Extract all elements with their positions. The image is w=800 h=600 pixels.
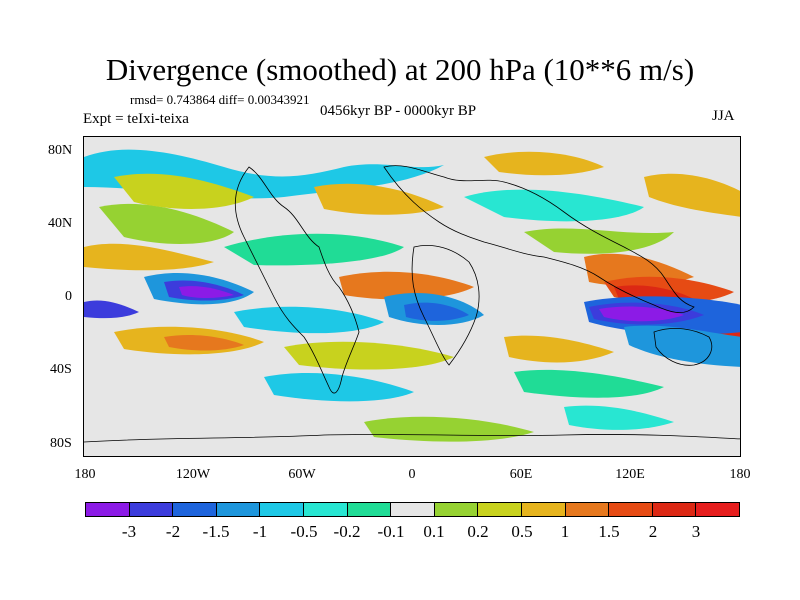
y-tick-label: 0 <box>65 289 72 304</box>
colorbar-swatch <box>173 503 217 516</box>
colorbar-swatch <box>478 503 522 516</box>
x-tick-label: 60W <box>288 467 316 482</box>
colorbar-swatch <box>260 503 304 516</box>
colorbar-swatch <box>216 503 261 516</box>
colorbar-swatch <box>303 503 348 516</box>
colorbar-swatch <box>347 503 392 516</box>
colorbar-label: 1 <box>560 522 570 541</box>
colorbar-label: -1.5 <box>202 522 230 541</box>
y-tick-label: 80S <box>50 436 72 451</box>
colorbar-label: -2 <box>165 522 181 541</box>
rmsd-diff-stats: rmsd= 0.743864 diff= 0.00343921 <box>130 92 310 107</box>
x-tick-label: 120W <box>175 467 211 482</box>
coastline-layer <box>84 165 740 443</box>
colorbar-swatch <box>609 503 653 516</box>
colorbar-swatch <box>696 503 739 516</box>
colorbar-swatch <box>521 503 566 516</box>
map-panel <box>83 136 741 457</box>
y-tick-label: 40S <box>50 362 72 377</box>
colorbar-label: -0.1 <box>377 522 405 541</box>
colorbar-label: -0.5 <box>290 522 318 541</box>
colorbar-label: 0.1 <box>423 522 445 541</box>
x-tick-label: 120E <box>615 467 645 482</box>
colorbar-swatch <box>129 503 174 516</box>
x-tick-label: 0 <box>408 467 416 482</box>
colorbar-swatch <box>565 503 610 516</box>
colorbar-swatch <box>391 503 435 516</box>
colorbar-label: 0.2 <box>467 522 489 541</box>
colorbar-swatch <box>86 503 130 516</box>
colorbar-label: 2 <box>648 522 658 541</box>
y-tick-label: 40N <box>48 216 73 231</box>
colorbar-label: -1 <box>252 522 268 541</box>
time-period-label: 0456kyr BP - 0000kyr BP <box>320 103 477 119</box>
season-label: JJA <box>712 108 735 124</box>
colorbar-label: 3 <box>691 522 701 541</box>
colorbar-label: -3 <box>121 522 137 541</box>
x-tick-label: 180 <box>74 467 96 482</box>
colorbar-label: -0.2 <box>333 522 361 541</box>
x-tick-label: 180 <box>729 467 751 482</box>
experiment-label: Expt = teIxi-teixa <box>83 111 189 127</box>
divergence-field <box>84 137 740 456</box>
colorbar <box>85 502 740 517</box>
colorbar-label: 1.5 <box>598 522 620 541</box>
colorbar-swatch <box>652 503 697 516</box>
y-tick-label: 80N <box>48 143 73 158</box>
colorbar-swatch <box>434 503 479 516</box>
colorbar-label: 0.5 <box>511 522 533 541</box>
x-tick-label: 60E <box>509 467 533 482</box>
contour-fill-layer <box>84 149 740 442</box>
plot-title: Divergence (smoothed) at 200 hPa (10**6 … <box>105 52 695 87</box>
